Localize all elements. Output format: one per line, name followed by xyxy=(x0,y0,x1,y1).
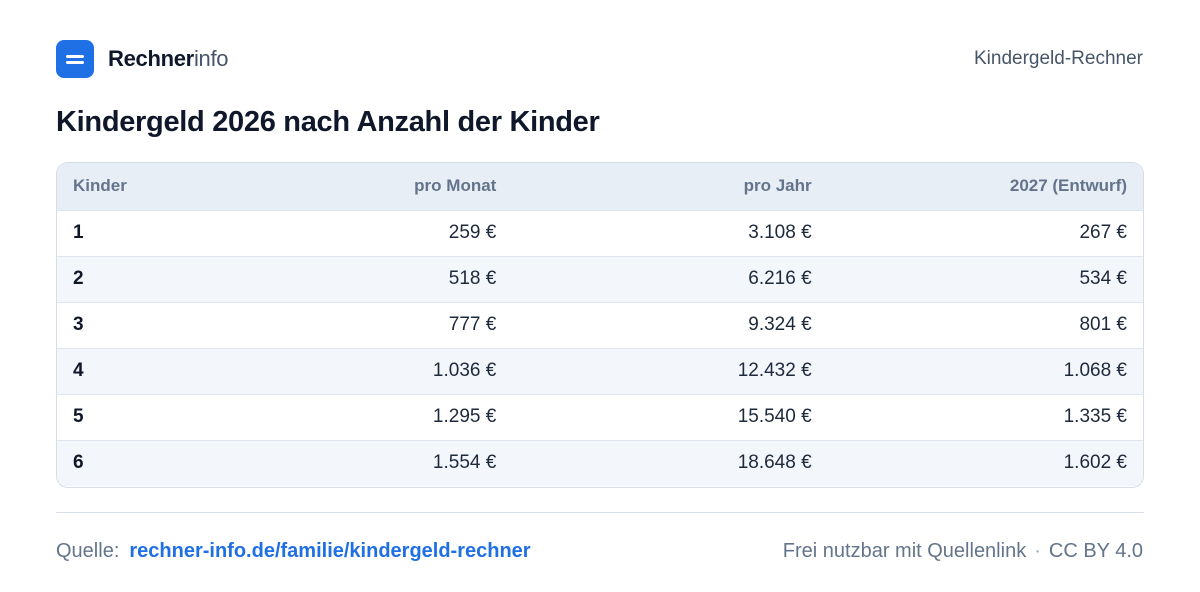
cell-pro-jahr: 6.216 € xyxy=(512,255,828,302)
cell-2027: 534 € xyxy=(827,255,1143,302)
table-row: 5 1.295 € 15.540 € 1.335 € xyxy=(57,393,1143,440)
cell-2027: 1.068 € xyxy=(827,347,1143,394)
menu-bars-icon xyxy=(56,40,94,78)
cell-kinder: 2 xyxy=(57,255,197,302)
header: Rechnerinfo Kindergeld-Rechner xyxy=(56,40,1143,78)
cell-2027: 801 € xyxy=(827,301,1143,348)
table-row: 3 777 € 9.324 € 801 € xyxy=(57,301,1143,348)
cell-pro-monat: 1.554 € xyxy=(197,439,513,486)
column-header-pro-jahr: pro Jahr xyxy=(743,176,812,196)
cell-pro-jahr: 9.324 € xyxy=(512,301,828,348)
table-header-row: Kinder pro Monat pro Jahr 2027 (Entwurf) xyxy=(57,163,1143,210)
license-label: CC BY 4.0 xyxy=(1048,539,1143,562)
page-label: Kindergeld-Rechner xyxy=(974,48,1143,69)
table-row: 4 1.036 € 12.432 € 1.068 € xyxy=(57,347,1143,394)
cell-kinder: 3 xyxy=(57,301,197,348)
usage-note: Frei nutzbar mit Quellenlink xyxy=(782,539,1027,562)
table-row: 6 1.554 € 18.648 € 1.602 € xyxy=(57,439,1143,486)
cell-kinder: 4 xyxy=(57,347,197,394)
cell-pro-monat: 259 € xyxy=(197,209,513,256)
page-title: Kindergeld 2026 nach Anzahl der Kinder xyxy=(56,106,600,138)
cell-kinder: 1 xyxy=(57,209,197,256)
cell-2027: 1.602 € xyxy=(827,439,1143,486)
cell-pro-jahr: 15.540 € xyxy=(512,393,828,440)
cell-pro-jahr: 12.432 € xyxy=(512,347,828,394)
cell-2027: 1.335 € xyxy=(827,393,1143,440)
footer-divider xyxy=(56,512,1144,513)
cell-pro-monat: 1.036 € xyxy=(197,347,513,394)
column-header-2027: 2027 (Entwurf) xyxy=(1009,176,1127,196)
brand-name: Rechnerinfo xyxy=(108,46,229,72)
table-row: 2 518 € 6.216 € 534 € xyxy=(57,255,1143,302)
cell-pro-monat: 777 € xyxy=(197,301,513,348)
cell-pro-jahr: 3.108 € xyxy=(512,209,828,256)
separator-dot: · xyxy=(1034,539,1041,562)
cell-pro-monat: 518 € xyxy=(197,255,513,302)
source-link[interactable]: rechner-info.de/familie/kindergeld-rechn… xyxy=(129,539,531,562)
source-label: Quelle: xyxy=(56,539,120,562)
source: Quelle: rechner-info.de/familie/kinderge… xyxy=(56,540,531,563)
brand-name-strong: Rechner xyxy=(108,46,194,71)
brand-name-light: info xyxy=(193,46,229,71)
footer: Quelle: rechner-info.de/familie/kinderge… xyxy=(56,536,1143,566)
logo-bar-bottom xyxy=(66,61,84,64)
cell-2027: 267 € xyxy=(827,209,1143,256)
column-header-pro-monat: pro Monat xyxy=(414,176,497,196)
logo-bar-top xyxy=(66,55,84,58)
cell-pro-monat: 1.295 € xyxy=(197,393,513,440)
table-row: 1 259 € 3.108 € 267 € xyxy=(57,209,1143,256)
kindergeld-table: Kinder pro Monat pro Jahr 2027 (Entwurf)… xyxy=(56,162,1144,488)
cell-kinder: 5 xyxy=(57,393,197,440)
column-header-kinder: Kinder xyxy=(73,176,127,196)
brand[interactable]: Rechnerinfo xyxy=(56,40,229,78)
cell-kinder: 6 xyxy=(57,439,197,486)
cell-pro-jahr: 18.648 € xyxy=(512,439,828,486)
license-info: Frei nutzbar mit Quellenlink · CC BY 4.0 xyxy=(783,540,1143,563)
